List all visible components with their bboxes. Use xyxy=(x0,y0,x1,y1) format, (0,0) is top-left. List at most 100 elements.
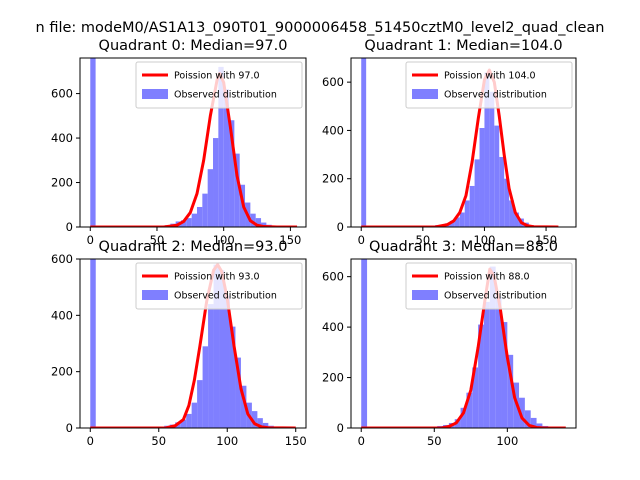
legend: Poission with 93.0 Observed distribution xyxy=(135,262,303,310)
legend: Poission with 104.0 Observed distribution xyxy=(405,61,573,109)
legend-label: Observed distribution xyxy=(444,291,547,302)
histogram-bar xyxy=(499,156,505,227)
histogram-bar xyxy=(250,213,256,227)
subplot-2: 0 50 100 150 0 200 400 600 Quadrant 2: Median=93… xyxy=(51,239,307,448)
legend-patch-swatch xyxy=(412,290,438,300)
histogram-bar xyxy=(229,326,236,428)
histogram-bar xyxy=(186,218,192,227)
x-tick-label: 50 xyxy=(151,434,166,448)
x-tick-label: 100 xyxy=(473,233,495,247)
histogram-bar xyxy=(255,218,262,227)
y-tick-label: 600 xyxy=(51,87,73,101)
histogram-bar xyxy=(464,200,470,227)
histogram-bar xyxy=(219,270,225,428)
subplot-3: 0 50 100 0 200 400 600 Quadrant 3: Median=88.0 P… xyxy=(322,239,577,448)
legend: Poission with 88.0 Observed distribution xyxy=(405,262,573,310)
x-tick-label: 0 xyxy=(87,434,94,448)
legend-patch-swatch xyxy=(142,290,168,300)
x-tick-label: 150 xyxy=(285,434,307,448)
histogram-bar xyxy=(235,357,241,428)
subplot-title: Quadrant 0: Median=97.0 xyxy=(99,38,288,54)
histogram-bar xyxy=(90,58,96,227)
axes-frame xyxy=(350,57,577,228)
histogram-bar xyxy=(494,125,500,227)
y-tick-label: 400 xyxy=(322,320,344,334)
legend-label: Observed distribution xyxy=(174,291,277,302)
histogram-bar xyxy=(514,212,519,227)
axes-frame xyxy=(79,57,307,228)
y-tick-label: 0 xyxy=(337,421,344,435)
histogram-bar xyxy=(454,217,460,227)
histogram-bar xyxy=(234,153,240,227)
legend-label: Poission with 104.0 xyxy=(444,71,536,82)
y-tick-label: 0 xyxy=(337,220,344,234)
histogram-bar xyxy=(197,380,203,428)
histogram-bar xyxy=(536,423,543,428)
y-tick-label: 200 xyxy=(322,172,344,186)
histogram-bar xyxy=(479,128,485,227)
histogram-bar xyxy=(507,354,514,428)
legend: Poission with 97.0 Observed distribution xyxy=(135,61,303,109)
histogram-bar xyxy=(224,295,230,428)
histogram-bar xyxy=(489,266,496,428)
x-tick-label: 100 xyxy=(496,434,518,448)
histogram-bar xyxy=(186,413,192,428)
histogram-bar xyxy=(223,89,230,227)
histogram-bar xyxy=(213,264,220,428)
histogram-bar xyxy=(207,169,214,227)
histogram-bar xyxy=(202,193,208,227)
figure-suptitle: n file: modeM0/AS1A13_090T01_9000006458_… xyxy=(36,20,605,36)
y-tick-label: 400 xyxy=(51,308,73,322)
histogram-bar xyxy=(484,72,490,227)
histogram-bar xyxy=(208,304,214,428)
legend-label: Observed distribution xyxy=(174,90,277,101)
y-tick-label: 400 xyxy=(322,123,344,137)
legend-patch-swatch xyxy=(142,89,168,99)
y-tick-label: 600 xyxy=(322,270,344,284)
histogram-bar xyxy=(361,259,368,428)
x-tick-label: 50 xyxy=(416,233,431,247)
y-tick-label: 400 xyxy=(51,131,73,145)
subplot-title: Quadrant 1: Median=104.0 xyxy=(364,38,562,54)
histogram-bar xyxy=(519,397,525,428)
histogram-bar xyxy=(229,120,235,227)
legend-label: Poission with 88.0 xyxy=(444,272,530,283)
histogram-bar xyxy=(474,159,480,227)
x-tick-label: 0 xyxy=(87,233,94,247)
histogram-bar xyxy=(197,206,203,227)
y-tick-label: 200 xyxy=(322,371,344,385)
axes-frame xyxy=(350,258,577,429)
histogram-bar xyxy=(504,178,510,227)
legend-box xyxy=(135,61,303,109)
y-tick-label: 0 xyxy=(66,421,73,435)
histogram-bar xyxy=(459,212,465,227)
axes-frame xyxy=(79,258,307,429)
histogram-bar xyxy=(454,419,461,428)
histogram-bar xyxy=(180,220,187,227)
histogram-bar xyxy=(191,213,198,227)
subplot-grid: 0 50 100 150 0 200 400 600 Quadrant 0: Median=97… xyxy=(51,38,577,448)
histogram-bar xyxy=(361,58,367,227)
x-tick-label: 100 xyxy=(213,233,235,247)
histogram-bar xyxy=(460,407,467,428)
histogram-bar xyxy=(261,222,267,227)
subplot-1: 0 50 100 150 0 200 400 600 Quadrant 1: Median=10… xyxy=(322,38,577,247)
histogram-bar xyxy=(218,66,224,227)
subplot-title: Quadrant 2: Median=93.0 xyxy=(99,239,288,255)
subplot-title: Quadrant 3: Median=88.0 xyxy=(369,239,558,255)
histogram-bar xyxy=(213,138,219,227)
histogram-bar xyxy=(251,411,258,428)
histogram-bar xyxy=(240,385,247,428)
legend-label: Observed distribution xyxy=(444,90,547,101)
legend-box xyxy=(135,262,303,310)
histogram-bar xyxy=(449,220,455,227)
histogram-bar xyxy=(469,185,475,227)
histogram-bar xyxy=(191,402,198,428)
x-tick-label: 50 xyxy=(427,434,442,448)
histogram-bar xyxy=(483,301,490,428)
x-tick-label: 150 xyxy=(535,233,557,247)
y-tick-label: 600 xyxy=(322,75,344,89)
histogram-bar xyxy=(524,410,531,428)
histogram-bar xyxy=(489,91,495,227)
